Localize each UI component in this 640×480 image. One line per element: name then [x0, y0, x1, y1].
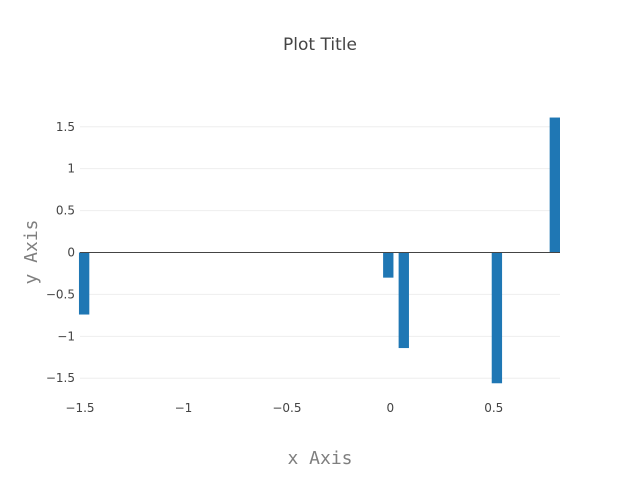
y-tick-label: −1 [57, 329, 75, 343]
x-tick-labels: −1.5 −1 −0.5 0 0.5 [65, 401, 503, 415]
x-tick-label: −0.5 [272, 401, 301, 415]
bar [491, 252, 503, 384]
x-tick-label: 0.5 [484, 401, 503, 415]
bar [78, 252, 90, 315]
y-axis-title: y Axis [21, 219, 42, 284]
y-tick-label: 0 [67, 246, 75, 260]
bar [398, 252, 409, 349]
x-tick-label: −1.5 [65, 401, 94, 415]
y-tick-label: 1.5 [56, 120, 75, 134]
grid-lines [80, 126, 560, 379]
y-tick-label: −0.5 [46, 287, 75, 301]
x-tick-label: 0 [387, 401, 395, 415]
y-tick-label: 0.5 [56, 204, 75, 218]
y-tick-label: −1.5 [46, 371, 75, 385]
chart-title: Plot Title [283, 35, 357, 55]
bar [383, 252, 394, 278]
y-tick-labels: 1.5 1 0.5 0 −0.5 −1 −1.5 [46, 120, 75, 385]
bars [78, 117, 560, 384]
x-tick-label: −1 [175, 401, 193, 415]
y-tick-label: 1 [67, 162, 75, 176]
bar [549, 117, 560, 253]
x-axis-title: x Axis [287, 448, 352, 469]
